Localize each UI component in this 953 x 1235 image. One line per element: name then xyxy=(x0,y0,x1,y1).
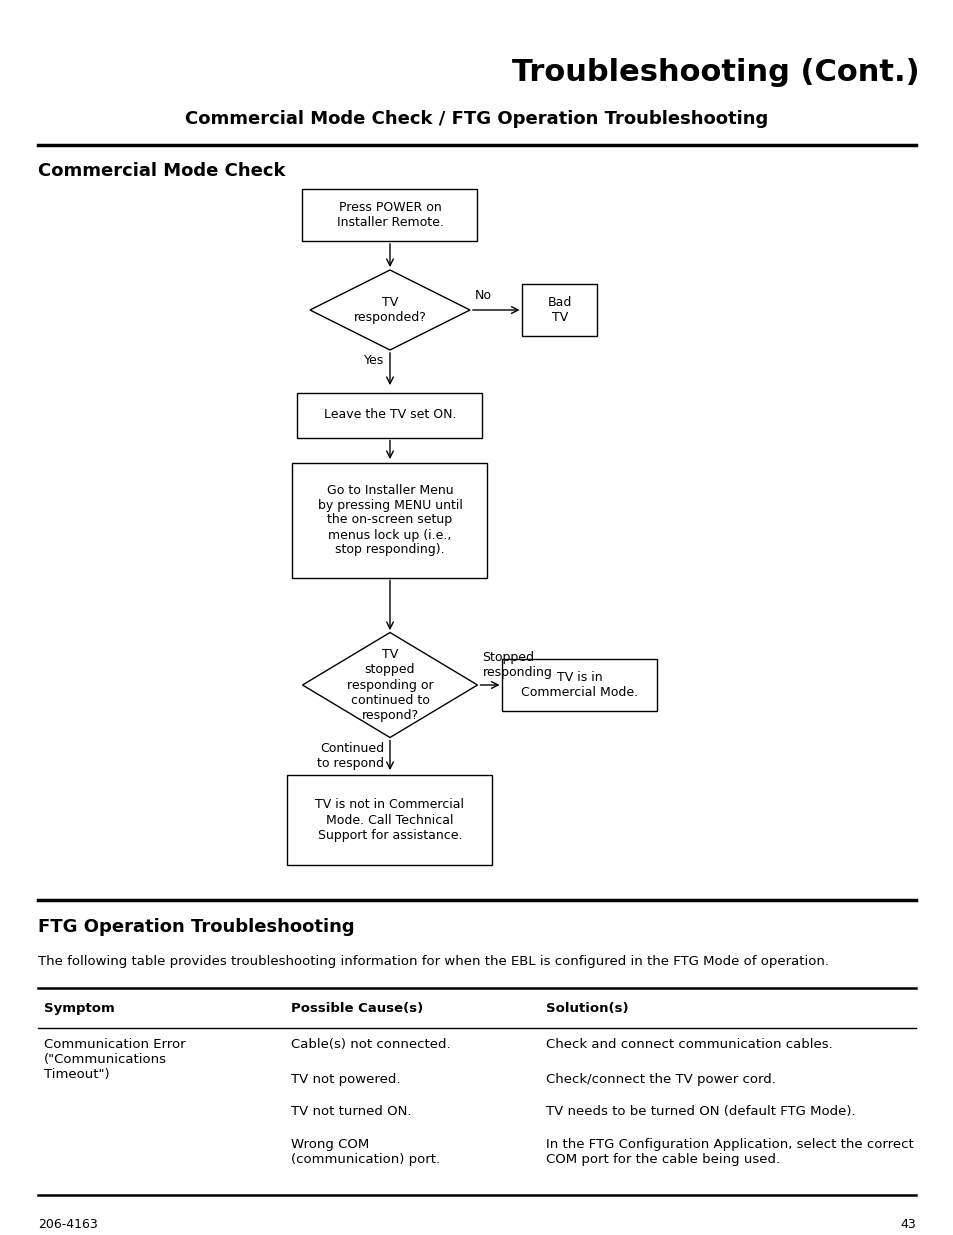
Text: Troubleshooting (Cont.): Troubleshooting (Cont.) xyxy=(512,58,919,86)
FancyBboxPatch shape xyxy=(293,462,487,578)
Text: Symptom: Symptom xyxy=(44,1002,114,1015)
Text: TV not turned ON.: TV not turned ON. xyxy=(291,1105,411,1118)
Text: TV
responded?: TV responded? xyxy=(354,296,426,324)
Text: Continued
to respond: Continued to respond xyxy=(316,741,384,769)
Text: Commercial Mode Check: Commercial Mode Check xyxy=(38,162,285,180)
FancyBboxPatch shape xyxy=(287,776,492,864)
Polygon shape xyxy=(310,270,470,350)
Text: Wrong COM
(communication) port.: Wrong COM (communication) port. xyxy=(291,1137,439,1166)
Text: TV
stopped
responding or
continued to
respond?: TV stopped responding or continued to re… xyxy=(346,648,433,721)
Text: Stopped
responding: Stopped responding xyxy=(482,651,552,679)
Text: Go to Installer Menu
by pressing MENU until
the on-screen setup
menus lock up (i: Go to Installer Menu by pressing MENU un… xyxy=(317,483,462,557)
Text: Possible Cause(s): Possible Cause(s) xyxy=(291,1002,423,1015)
Text: 43: 43 xyxy=(900,1218,915,1231)
Text: Leave the TV set ON.: Leave the TV set ON. xyxy=(323,409,456,421)
Text: No: No xyxy=(475,289,492,303)
Text: 206-4163: 206-4163 xyxy=(38,1218,97,1231)
Text: Press POWER on
Installer Remote.: Press POWER on Installer Remote. xyxy=(336,201,443,228)
FancyBboxPatch shape xyxy=(297,393,482,437)
Text: TV needs to be turned ON (default FTG Mode).: TV needs to be turned ON (default FTG Mo… xyxy=(545,1105,855,1118)
Text: TV is in
Commercial Mode.: TV is in Commercial Mode. xyxy=(521,671,638,699)
Text: Cable(s) not connected.: Cable(s) not connected. xyxy=(291,1037,450,1051)
Text: Check/connect the TV power cord.: Check/connect the TV power cord. xyxy=(545,1073,775,1086)
Text: Commercial Mode Check / FTG Operation Troubleshooting: Commercial Mode Check / FTG Operation Tr… xyxy=(185,110,768,128)
Text: Bad
TV: Bad TV xyxy=(547,296,572,324)
Text: TV is not in Commercial
Mode. Call Technical
Support for assistance.: TV is not in Commercial Mode. Call Techn… xyxy=(315,799,464,841)
FancyBboxPatch shape xyxy=(502,659,657,711)
FancyBboxPatch shape xyxy=(302,189,477,241)
Text: Yes: Yes xyxy=(363,354,384,367)
Text: FTG Operation Troubleshooting: FTG Operation Troubleshooting xyxy=(38,918,355,936)
Text: In the FTG Configuration Application, select the correct
COM port for the cable : In the FTG Configuration Application, se… xyxy=(545,1137,913,1166)
Polygon shape xyxy=(302,632,477,737)
Text: TV not powered.: TV not powered. xyxy=(291,1073,400,1086)
Text: Communication Error
("Communications
Timeout"): Communication Error ("Communications Tim… xyxy=(44,1037,186,1081)
FancyBboxPatch shape xyxy=(522,284,597,336)
Text: Solution(s): Solution(s) xyxy=(545,1002,628,1015)
Text: Check and connect communication cables.: Check and connect communication cables. xyxy=(545,1037,832,1051)
Text: The following table provides troubleshooting information for when the EBL is con: The following table provides troubleshoo… xyxy=(38,955,828,968)
